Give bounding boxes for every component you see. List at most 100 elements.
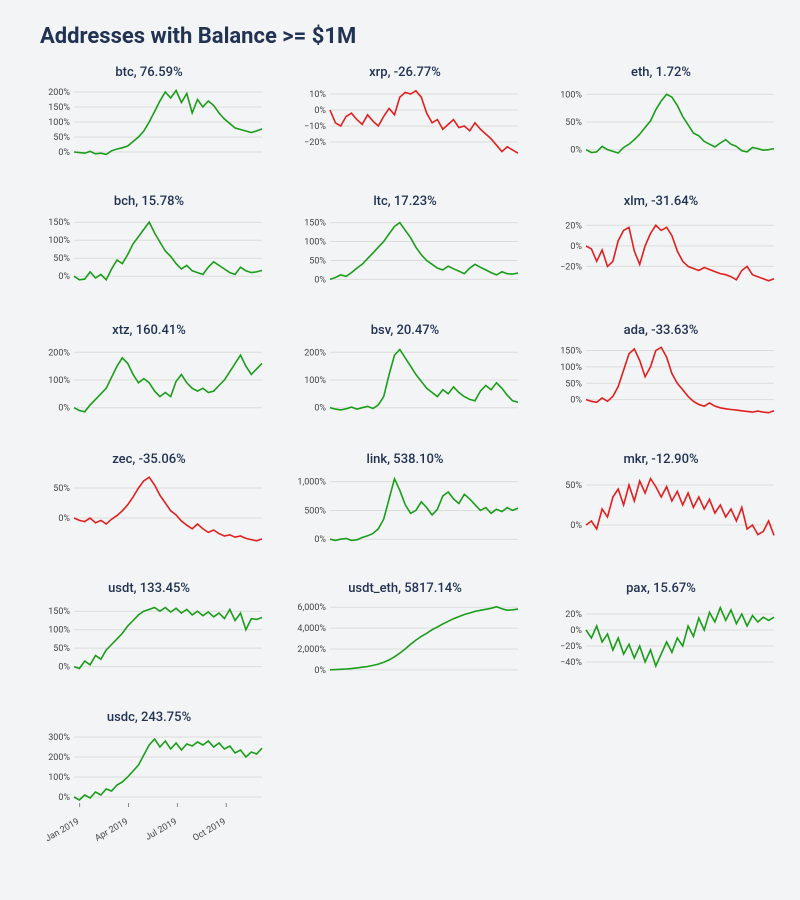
page-title: Addresses with Balance >= $1M bbox=[40, 24, 780, 49]
chart-usdt_eth: 0%2,000%4,000%6,000% bbox=[286, 598, 524, 688]
chart-ltc: 0% 50% 100% 150% bbox=[286, 211, 524, 301]
svg-text:0%: 0% bbox=[314, 404, 326, 414]
panel-title-btc: btc, 76.59% bbox=[30, 65, 268, 80]
svg-text:200%: 200% bbox=[48, 753, 70, 763]
panel-title-ada: ada, -33.63% bbox=[542, 323, 780, 338]
panel-eth: eth, 1.72%0%50%100% bbox=[542, 65, 780, 172]
svg-text:150%: 150% bbox=[304, 219, 326, 229]
chart-eth: 0%50%100% bbox=[542, 82, 780, 172]
svg-text:0%: 0% bbox=[58, 404, 70, 414]
svg-text:0%: 0% bbox=[314, 666, 326, 676]
svg-text:50%: 50% bbox=[565, 481, 582, 491]
svg-text:50%: 50% bbox=[309, 256, 326, 266]
svg-text:50%: 50% bbox=[53, 484, 70, 494]
svg-text:−10%: −10% bbox=[304, 122, 326, 132]
panel-title-eth: eth, 1.72% bbox=[542, 65, 780, 80]
svg-text:20%: 20% bbox=[565, 221, 582, 231]
svg-text:0%: 0% bbox=[314, 535, 326, 545]
svg-text:100%: 100% bbox=[560, 90, 582, 100]
panel-title-bch: bch, 15.78% bbox=[30, 194, 268, 209]
svg-text:300%: 300% bbox=[48, 733, 70, 743]
chart-grid: btc, 76.59% 0% 50% 100% 150% 200% xrp, -26.77%… bbox=[30, 59, 780, 859]
panel-bsv: bsv, 20.47%0%100%200% bbox=[286, 323, 524, 430]
chart-usdc: 0% 100% 200% 300% Jan 2019 Apr 2019 Jul 2019 Oc… bbox=[30, 727, 268, 859]
panel-title-xrp: xrp, -26.77% bbox=[286, 65, 524, 80]
panel-btc: btc, 76.59% 0% 50% 100% 150% 200% bbox=[30, 65, 268, 172]
svg-text:Jul 2019: Jul 2019 bbox=[144, 817, 179, 843]
svg-text:−20%: −20% bbox=[560, 642, 582, 652]
svg-text:0%: 0% bbox=[58, 793, 70, 803]
chart-xlm: −20%0%20% bbox=[542, 211, 780, 301]
chart-pax: −40% −20% 0% 20% bbox=[542, 598, 780, 688]
panel-zec: zec, -35.06% 0% 50% bbox=[30, 452, 268, 559]
panel-title-zec: zec, -35.06% bbox=[30, 452, 268, 467]
panel-title-bsv: bsv, 20.47% bbox=[286, 323, 524, 338]
panel-title-usdc: usdc, 243.75% bbox=[30, 710, 268, 725]
svg-text:−40%: −40% bbox=[560, 658, 582, 668]
svg-text:0%: 0% bbox=[314, 106, 326, 116]
chart-mkr: 0% 50% bbox=[542, 469, 780, 559]
chart-bsv: 0%100%200% bbox=[286, 340, 524, 430]
panel-pax: pax, 15.67% −40% −20% 0% 20% bbox=[542, 581, 780, 688]
svg-text:0%: 0% bbox=[570, 396, 582, 406]
chart-btc: 0% 50% 100% 150% 200% bbox=[30, 82, 268, 172]
svg-text:2,000%: 2,000% bbox=[297, 645, 326, 655]
svg-text:1,000%: 1,000% bbox=[297, 478, 326, 488]
svg-text:150%: 150% bbox=[560, 347, 582, 357]
svg-text:200%: 200% bbox=[48, 348, 70, 358]
svg-text:0%: 0% bbox=[570, 626, 582, 636]
svg-text:100%: 100% bbox=[48, 118, 70, 128]
panel-title-usdt_eth: usdt_eth, 5817.14% bbox=[286, 581, 524, 596]
svg-text:6,000%: 6,000% bbox=[297, 603, 326, 613]
panel-title-link: link, 538.10% bbox=[286, 452, 524, 467]
panel-ltc: ltc, 17.23% 0% 50% 100% 150% bbox=[286, 194, 524, 301]
panel-xrp: xrp, -26.77%−20%−10%0%10% bbox=[286, 65, 524, 172]
svg-text:−20%: −20% bbox=[304, 138, 326, 148]
chart-zec: 0% 50% bbox=[30, 469, 268, 559]
svg-text:0%: 0% bbox=[58, 272, 70, 282]
panel-xlm: xlm, -31.64% −20%0%20% bbox=[542, 194, 780, 301]
svg-text:Apr 2019: Apr 2019 bbox=[93, 817, 130, 844]
svg-text:−20%: −20% bbox=[560, 262, 582, 272]
panel-usdt: usdt, 133.45% 0% 50% 100% 150% bbox=[30, 581, 268, 688]
panel-title-pax: pax, 15.67% bbox=[542, 581, 780, 596]
svg-text:150%: 150% bbox=[48, 103, 70, 113]
chart-link: 0%500%1,000% bbox=[286, 469, 524, 559]
chart-usdt: 0% 50% 100% 150% bbox=[30, 598, 268, 688]
chart-xrp: −20%−10%0%10% bbox=[286, 82, 524, 172]
svg-text:100%: 100% bbox=[48, 626, 70, 636]
svg-text:0%: 0% bbox=[58, 663, 70, 673]
svg-text:0%: 0% bbox=[570, 521, 582, 531]
svg-text:100%: 100% bbox=[560, 363, 582, 373]
svg-text:100%: 100% bbox=[304, 238, 326, 248]
svg-text:200%: 200% bbox=[48, 88, 70, 98]
chart-bch: 0%50%100%150% bbox=[30, 211, 268, 301]
panel-usdc: usdc, 243.75% 0% 100% 200% 300% Jan 2019 Apr 2… bbox=[30, 710, 268, 859]
panel-ada: ada, -33.63% 0% 50% 100% 150% bbox=[542, 323, 780, 430]
chart-ada: 0% 50% 100% 150% bbox=[542, 340, 780, 430]
svg-text:Jan 2019: Jan 2019 bbox=[44, 817, 81, 844]
svg-text:100%: 100% bbox=[304, 376, 326, 386]
svg-text:20%: 20% bbox=[565, 610, 582, 620]
svg-text:100%: 100% bbox=[48, 773, 70, 783]
chart-xtz: 0% 100% 200% bbox=[30, 340, 268, 430]
panel-title-xlm: xlm, -31.64% bbox=[542, 194, 780, 209]
svg-text:0%: 0% bbox=[58, 148, 70, 158]
panel-link: link, 538.10%0%500%1,000% bbox=[286, 452, 524, 559]
svg-text:50%: 50% bbox=[53, 644, 70, 654]
svg-text:150%: 150% bbox=[48, 607, 70, 617]
panel-usdt_eth: usdt_eth, 5817.14%0%2,000%4,000%6,000% bbox=[286, 581, 524, 688]
svg-text:150%: 150% bbox=[48, 218, 70, 228]
svg-text:0%: 0% bbox=[58, 514, 70, 524]
panel-bch: bch, 15.78%0%50%100%150% bbox=[30, 194, 268, 301]
svg-text:50%: 50% bbox=[565, 379, 582, 389]
svg-text:50%: 50% bbox=[53, 133, 70, 143]
panel-title-usdt: usdt, 133.45% bbox=[30, 581, 268, 596]
svg-text:100%: 100% bbox=[48, 376, 70, 386]
svg-text:0%: 0% bbox=[314, 275, 326, 285]
panel-title-xtz: xtz, 160.41% bbox=[30, 323, 268, 338]
panel-title-ltc: ltc, 17.23% bbox=[286, 194, 524, 209]
svg-text:100%: 100% bbox=[48, 236, 70, 246]
svg-text:0%: 0% bbox=[570, 146, 582, 156]
svg-text:Oct 2019: Oct 2019 bbox=[191, 817, 227, 844]
